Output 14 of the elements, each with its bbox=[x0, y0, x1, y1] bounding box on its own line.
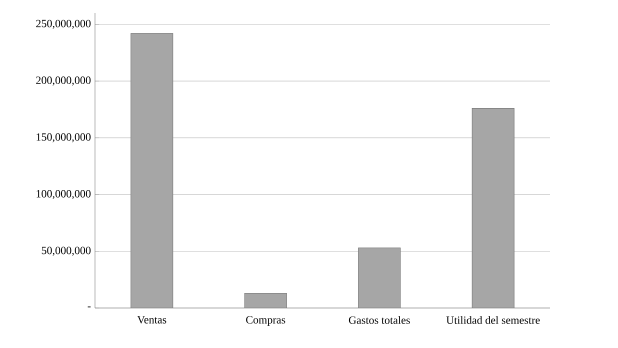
y-tick-label: 100,000,000 bbox=[36, 190, 91, 200]
x-tick-label: Compras bbox=[246, 316, 286, 326]
y-tick-label: 50,000,000 bbox=[42, 246, 91, 256]
y-tick-label: 150,000,000 bbox=[36, 133, 91, 142]
bar bbox=[130, 33, 174, 308]
y-tick-label: 200,000,000 bbox=[36, 76, 91, 86]
x-tick-label: Utilidad del semestre bbox=[446, 316, 540, 324]
y-tick-label: 250,000,000 bbox=[36, 20, 91, 29]
y-tick-label: - bbox=[88, 306, 91, 308]
bar bbox=[358, 248, 401, 308]
bar bbox=[244, 292, 287, 308]
bar bbox=[472, 108, 514, 308]
x-tick-label: Ventas bbox=[137, 316, 166, 324]
x-tick-label: Gastos totales bbox=[348, 316, 410, 324]
